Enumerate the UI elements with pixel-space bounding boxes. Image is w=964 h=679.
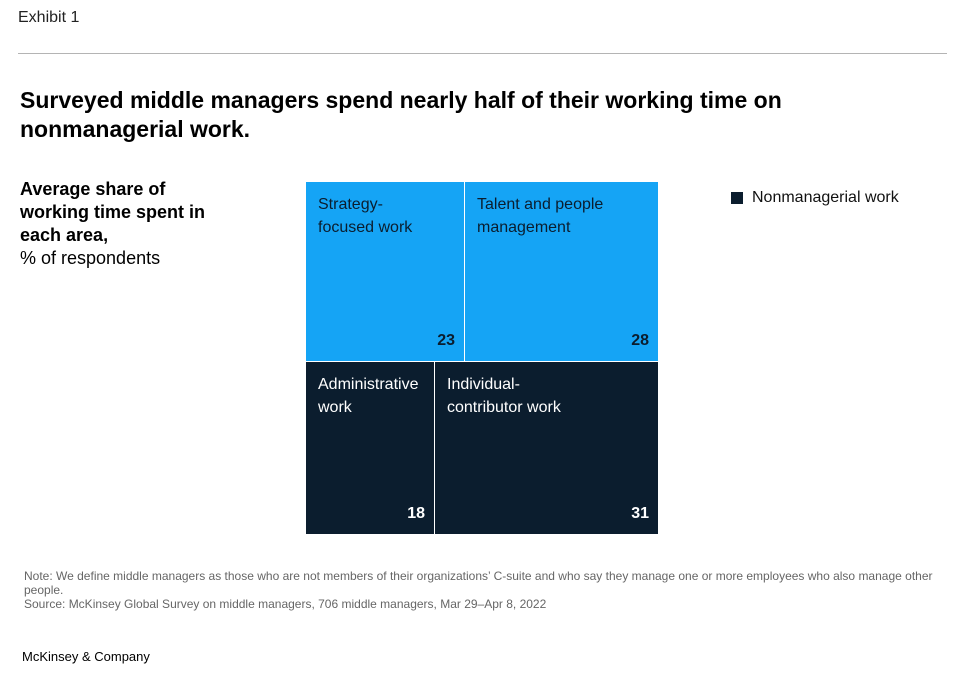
chart-subtitle: Average share of working time spent in e… <box>20 178 210 270</box>
tile-label: Strategy- focused work <box>318 196 413 236</box>
tile-value: 18 <box>407 505 425 522</box>
chart-title: Surveyed middle managers spend nearly ha… <box>20 87 782 142</box>
footnote-source: Source: McKinsey Global Survey on middle… <box>24 597 547 611</box>
tile-label: Administrative work <box>318 376 419 416</box>
tile-label: Talent and people management <box>477 196 604 236</box>
tile-value: 28 <box>631 332 649 349</box>
legend: Nonmanagerial work <box>731 189 899 207</box>
treemap-tile: Talent and people management 28 <box>465 182 658 362</box>
treemap-tile: Strategy- focused work 23 <box>306 182 465 362</box>
tile-label: Individual- contributor work <box>447 376 561 416</box>
footnote: Note: We define middle managers as those… <box>24 569 934 611</box>
legend-swatch <box>731 192 743 204</box>
tile-value: 23 <box>437 332 455 349</box>
treemap-chart: Strategy- focused work 23 Talent and peopl… <box>306 182 658 534</box>
brand-name: McKinsey & Company <box>22 649 150 664</box>
tile-value: 31 <box>631 505 649 522</box>
subtitle-unit: % of respondents <box>20 248 161 268</box>
header-divider <box>18 53 947 54</box>
exhibit-label: Exhibit 1 <box>18 9 80 26</box>
treemap-tile: Administrative work 18 <box>306 362 435 534</box>
footnote-note: Note: We define middle managers as those… <box>24 569 933 597</box>
legend-label: Nonmanagerial work <box>752 189 899 206</box>
subtitle-bold: Average share of working time spent in e… <box>20 179 206 245</box>
treemap-tile: Individual- contributor work 31 <box>435 362 658 534</box>
